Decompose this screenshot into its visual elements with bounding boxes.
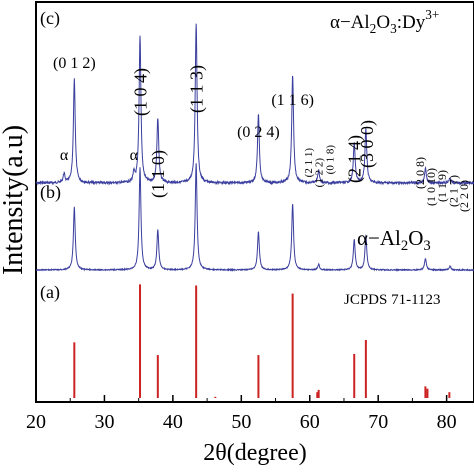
x-axis-label: 2θ(degree) xyxy=(203,440,306,466)
panel-label-b: (b) xyxy=(40,182,61,203)
miller-index-label: (0 1 8) xyxy=(324,145,336,175)
series-a-name: JCPDS 71-1123 xyxy=(344,292,441,308)
panel-label-a: (a) xyxy=(40,282,60,303)
miller-index-label: (2 1 4) xyxy=(345,135,366,183)
miller-index-label: (1 1 3) xyxy=(186,65,207,113)
series-b-name-name-sub2: 3 xyxy=(423,238,430,254)
miller-index-label: (1 1 9) xyxy=(435,170,449,202)
miller-index-label: (1 0 4) xyxy=(130,68,151,116)
miller-index-label: (0 1 2) xyxy=(53,55,96,72)
chart-series-group xyxy=(35,23,474,398)
miller-index-label: (1 2 2) xyxy=(313,158,325,188)
x-tick-label-80: 80 xyxy=(437,411,457,433)
miller-index-label: (3 0 0) xyxy=(357,120,378,168)
miller-index-label: (2 1 7) xyxy=(447,175,461,207)
miller-index-label: (1 1 6) xyxy=(271,92,314,109)
series-c-name-name-suffix: :Dy xyxy=(397,12,426,33)
series-b-name-name-sub1: 2 xyxy=(401,238,408,254)
miller-index-label: (1 0 10) xyxy=(424,168,438,206)
series-b-pattern xyxy=(35,163,474,272)
x-tick-label-20: 20 xyxy=(26,411,46,433)
panel-label-c: (c) xyxy=(40,8,60,29)
miller-index-label: (2 0 8) xyxy=(413,157,427,189)
x-tick-label-50: 50 xyxy=(231,411,251,433)
chart-frame-group xyxy=(35,1,474,403)
x-tick-label-70: 70 xyxy=(368,411,388,433)
y-axis-label: Intensity(a.u) xyxy=(0,125,29,275)
x-tick-label-30: 30 xyxy=(94,411,114,433)
x-tick-label-60: 60 xyxy=(300,411,320,433)
series-c-name-name-sub2: 3 xyxy=(390,21,397,36)
series-b-name-name-prefix: α−Al xyxy=(357,226,401,250)
plot-frame xyxy=(35,1,474,403)
series-c-name-name-mid: O xyxy=(376,12,390,33)
alpha-phase-marker: α xyxy=(130,147,139,164)
miller-index-label: (2 1 1) xyxy=(303,148,315,178)
series-c-name-name-prefix: α−Al xyxy=(330,12,370,33)
series-b-name: α−Al2O3 xyxy=(357,226,431,254)
series-c-name-name-sup: 3+ xyxy=(425,7,439,22)
chart-labels-group: 20 30 40 50 60 70 80(c)(b)(a)α−Al2O3:Dy3+α−Al2… xyxy=(26,7,471,433)
miller-index-label: (2 2 0) xyxy=(457,180,471,212)
series-c-name: α−Al2O3:Dy3+ xyxy=(330,7,439,36)
alpha-phase-marker: α xyxy=(60,147,69,164)
series-c-pattern xyxy=(35,23,474,186)
series-b-name-name-mid: O xyxy=(408,226,423,250)
miller-index-label: (1 1 0) xyxy=(148,150,169,198)
miller-index-label: (0 2 4) xyxy=(237,124,280,141)
x-tick-label-40: 40 xyxy=(163,411,183,433)
series-c-name-name-sub1: 2 xyxy=(370,21,377,36)
